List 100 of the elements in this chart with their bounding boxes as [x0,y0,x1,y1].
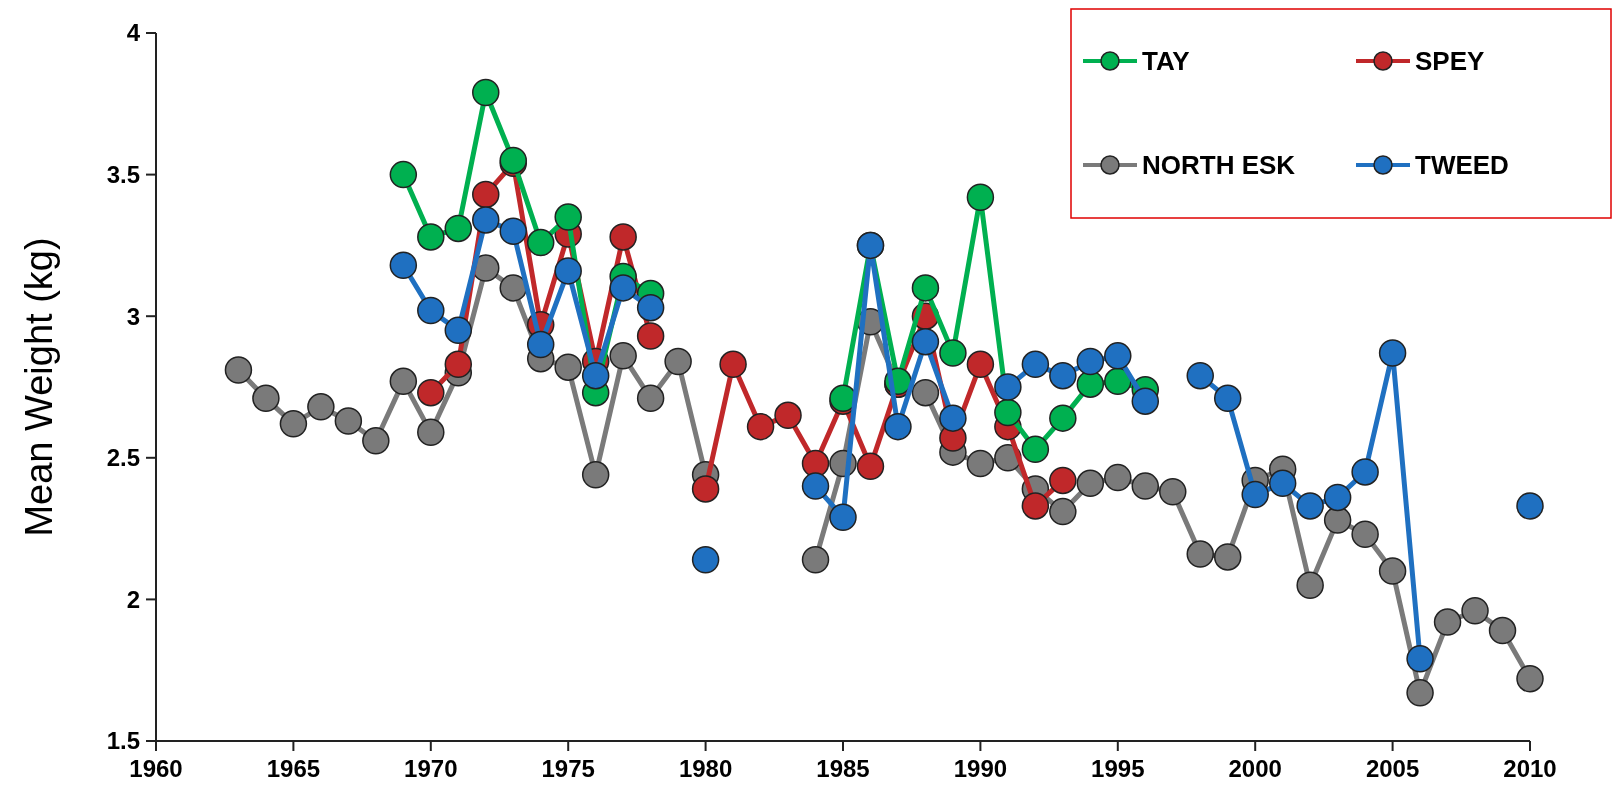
point [1406,679,1434,707]
x-tick-label: 2000 [1228,755,1282,782]
point [939,404,967,432]
point [444,214,473,243]
point [1186,540,1214,568]
point [554,203,582,231]
point [1213,543,1242,571]
point [1378,557,1407,585]
point [994,398,1022,427]
point [691,475,720,503]
point [1049,497,1077,526]
point [1049,466,1077,495]
point [1021,492,1050,520]
point [472,180,500,209]
point [1131,387,1160,415]
x-tick-label: 1970 [404,755,458,782]
point [1104,463,1132,492]
y-tick-label: 1.5 [106,727,140,755]
point [417,418,445,447]
point [911,274,940,302]
point [801,449,830,478]
point [1021,350,1050,379]
point [1213,384,1242,413]
point [417,296,445,325]
point [554,353,582,381]
point [581,361,610,390]
y-tick-label: 2 [126,585,140,613]
point [746,412,775,441]
point [1433,608,1462,636]
point [801,546,830,574]
point [1076,469,1105,498]
legend-label: TWEED [1415,150,1509,181]
point [362,427,390,455]
point [939,339,967,367]
point [1241,480,1269,509]
point [856,452,885,481]
point [911,327,940,356]
point [774,401,802,430]
point [526,330,555,359]
point [911,378,940,407]
point [636,293,665,322]
point [444,316,473,345]
point [884,412,912,441]
point [334,407,363,435]
point [279,410,308,438]
point [966,449,995,478]
point [1351,520,1379,549]
y-tick-label: 3.5 [106,161,140,188]
point [472,78,500,107]
point [966,183,995,212]
point [1186,361,1214,390]
point [801,472,830,500]
point [417,378,445,407]
point [389,160,418,189]
x-tick-label: 1985 [816,755,870,782]
point [1159,478,1187,506]
point [1049,404,1077,432]
point [1406,645,1434,673]
point [1268,469,1297,498]
point [719,350,747,379]
y-tick-label: 4 [126,19,141,47]
point [252,384,280,413]
point [389,367,418,396]
point [499,274,527,302]
point [691,546,720,574]
x-tick-label: 2005 [1365,755,1420,782]
point [1296,571,1324,599]
x-tick-label: 1960 [129,755,183,782]
point [1516,664,1544,693]
point [1516,492,1544,520]
point [1076,347,1105,376]
point [1076,370,1105,398]
point [1351,458,1379,486]
x-tick-label: 1980 [678,755,733,782]
point [664,347,692,376]
x-tick-label: 1965 [266,755,321,782]
x-tick-label: 1995 [1091,755,1145,782]
x-tick-label: 1975 [541,755,595,782]
point [1021,435,1050,464]
point [1296,492,1324,520]
point [829,503,857,532]
x-tick-label: 1990 [953,755,1008,782]
point [609,342,637,370]
legend-label: SPEY [1415,46,1485,77]
point [581,461,610,489]
point [444,350,473,379]
point [1323,483,1352,512]
y-axis-title: Mean Weight (kg) [18,237,60,537]
point [636,384,665,413]
legend-label: NORTH ESK [1142,150,1296,181]
point [307,393,335,421]
point [554,257,582,285]
point [1378,339,1407,367]
point [224,356,253,384]
point [966,350,995,379]
point [526,228,555,257]
legend-label: TAY [1142,46,1190,77]
point [1131,472,1160,500]
point [636,322,665,350]
point [1049,361,1077,390]
